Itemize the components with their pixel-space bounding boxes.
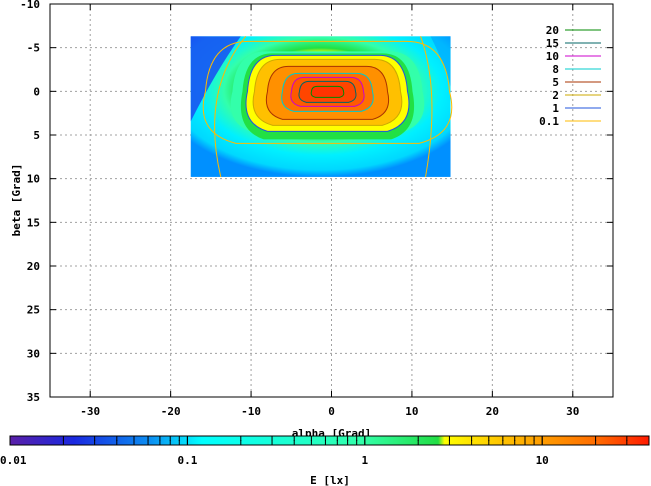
heatmap-corner [190,36,241,122]
legend-label: 15 [546,37,559,50]
legend-label: 0.1 [539,115,559,128]
x-tick-label: 10 [405,405,418,418]
legend-label: 8 [552,63,559,76]
colorbar-ticks: 0.01 0.1 1 10 [0,436,650,467]
colorbar-tick-label: 0.1 [177,454,197,467]
colorbar-label: E [lx] [310,474,350,486]
y-tick-label: 5 [33,129,40,142]
x-tick-label: -30 [80,405,100,418]
heatmap [190,35,453,178]
y-tick-label: 25 [27,304,40,317]
band-peak [310,85,345,98]
colorbar: 0.01 0.1 1 10 E [lx] [0,435,650,486]
x-axis-ticks: -30 -20 -10 0 10 20 30 [80,4,579,418]
colorbar-tick-label: 0.01 [0,454,27,467]
y-tick-label: -10 [20,0,40,11]
y-axis-label: beta [Grad] [10,164,23,237]
legend-label: 10 [546,50,559,63]
legend-label: 5 [552,76,559,89]
x-tick-label: 20 [486,405,499,418]
y-tick-label: 0 [33,85,40,98]
y-tick-label: 30 [27,347,40,360]
x-tick-label: 0 [328,405,335,418]
y-tick-label: 20 [27,260,40,273]
x-tick-label: 30 [566,405,579,418]
x-tick-label: -10 [241,405,261,418]
contour-0.1 [202,40,453,144]
legend-label: 2 [552,89,559,102]
y-tick-label: -5 [27,42,40,55]
y-tick-label: 35 [27,391,40,404]
x-tick-label: -20 [161,405,181,418]
colorbar-tick-label: 10 [536,454,549,467]
contour-0.1-right [420,36,433,178]
contour-0.1-left [214,35,247,178]
y-tick-label: 10 [27,173,40,186]
colorbar-tick-label: 1 [361,454,368,467]
legend-label: 20 [546,24,559,37]
colorbar-gradient [9,435,650,446]
legend-label: 1 [552,102,559,115]
heatmap-corner [430,36,451,87]
y-tick-label: 15 [27,216,40,229]
